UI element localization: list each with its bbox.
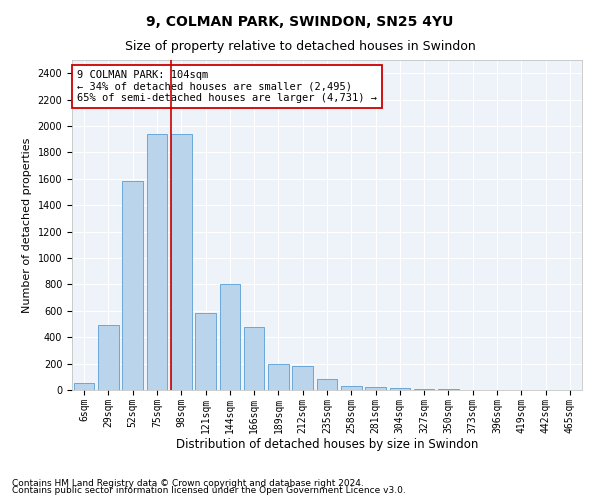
- Bar: [195, 313, 216, 390]
- Bar: [365, 387, 386, 390]
- X-axis label: Distribution of detached houses by size in Swindon: Distribution of detached houses by size …: [176, 438, 478, 452]
- Text: Contains public sector information licensed under the Open Government Licence v3: Contains public sector information licen…: [12, 486, 406, 495]
- Bar: [220, 284, 240, 390]
- Text: 9, COLMAN PARK, SWINDON, SN25 4YU: 9, COLMAN PARK, SWINDON, SN25 4YU: [146, 15, 454, 29]
- Bar: [171, 134, 191, 390]
- Bar: [122, 182, 143, 390]
- Text: Size of property relative to detached houses in Swindon: Size of property relative to detached ho…: [125, 40, 475, 53]
- Y-axis label: Number of detached properties: Number of detached properties: [22, 138, 32, 312]
- Bar: [146, 134, 167, 390]
- Bar: [268, 364, 289, 390]
- Bar: [98, 326, 119, 390]
- Text: 9 COLMAN PARK: 104sqm
← 34% of detached houses are smaller (2,495)
65% of semi-d: 9 COLMAN PARK: 104sqm ← 34% of detached …: [77, 70, 377, 103]
- Bar: [341, 386, 362, 390]
- Bar: [244, 328, 265, 390]
- Text: Contains HM Land Registry data © Crown copyright and database right 2024.: Contains HM Land Registry data © Crown c…: [12, 478, 364, 488]
- Bar: [317, 380, 337, 390]
- Bar: [292, 366, 313, 390]
- Bar: [74, 384, 94, 390]
- Bar: [389, 388, 410, 390]
